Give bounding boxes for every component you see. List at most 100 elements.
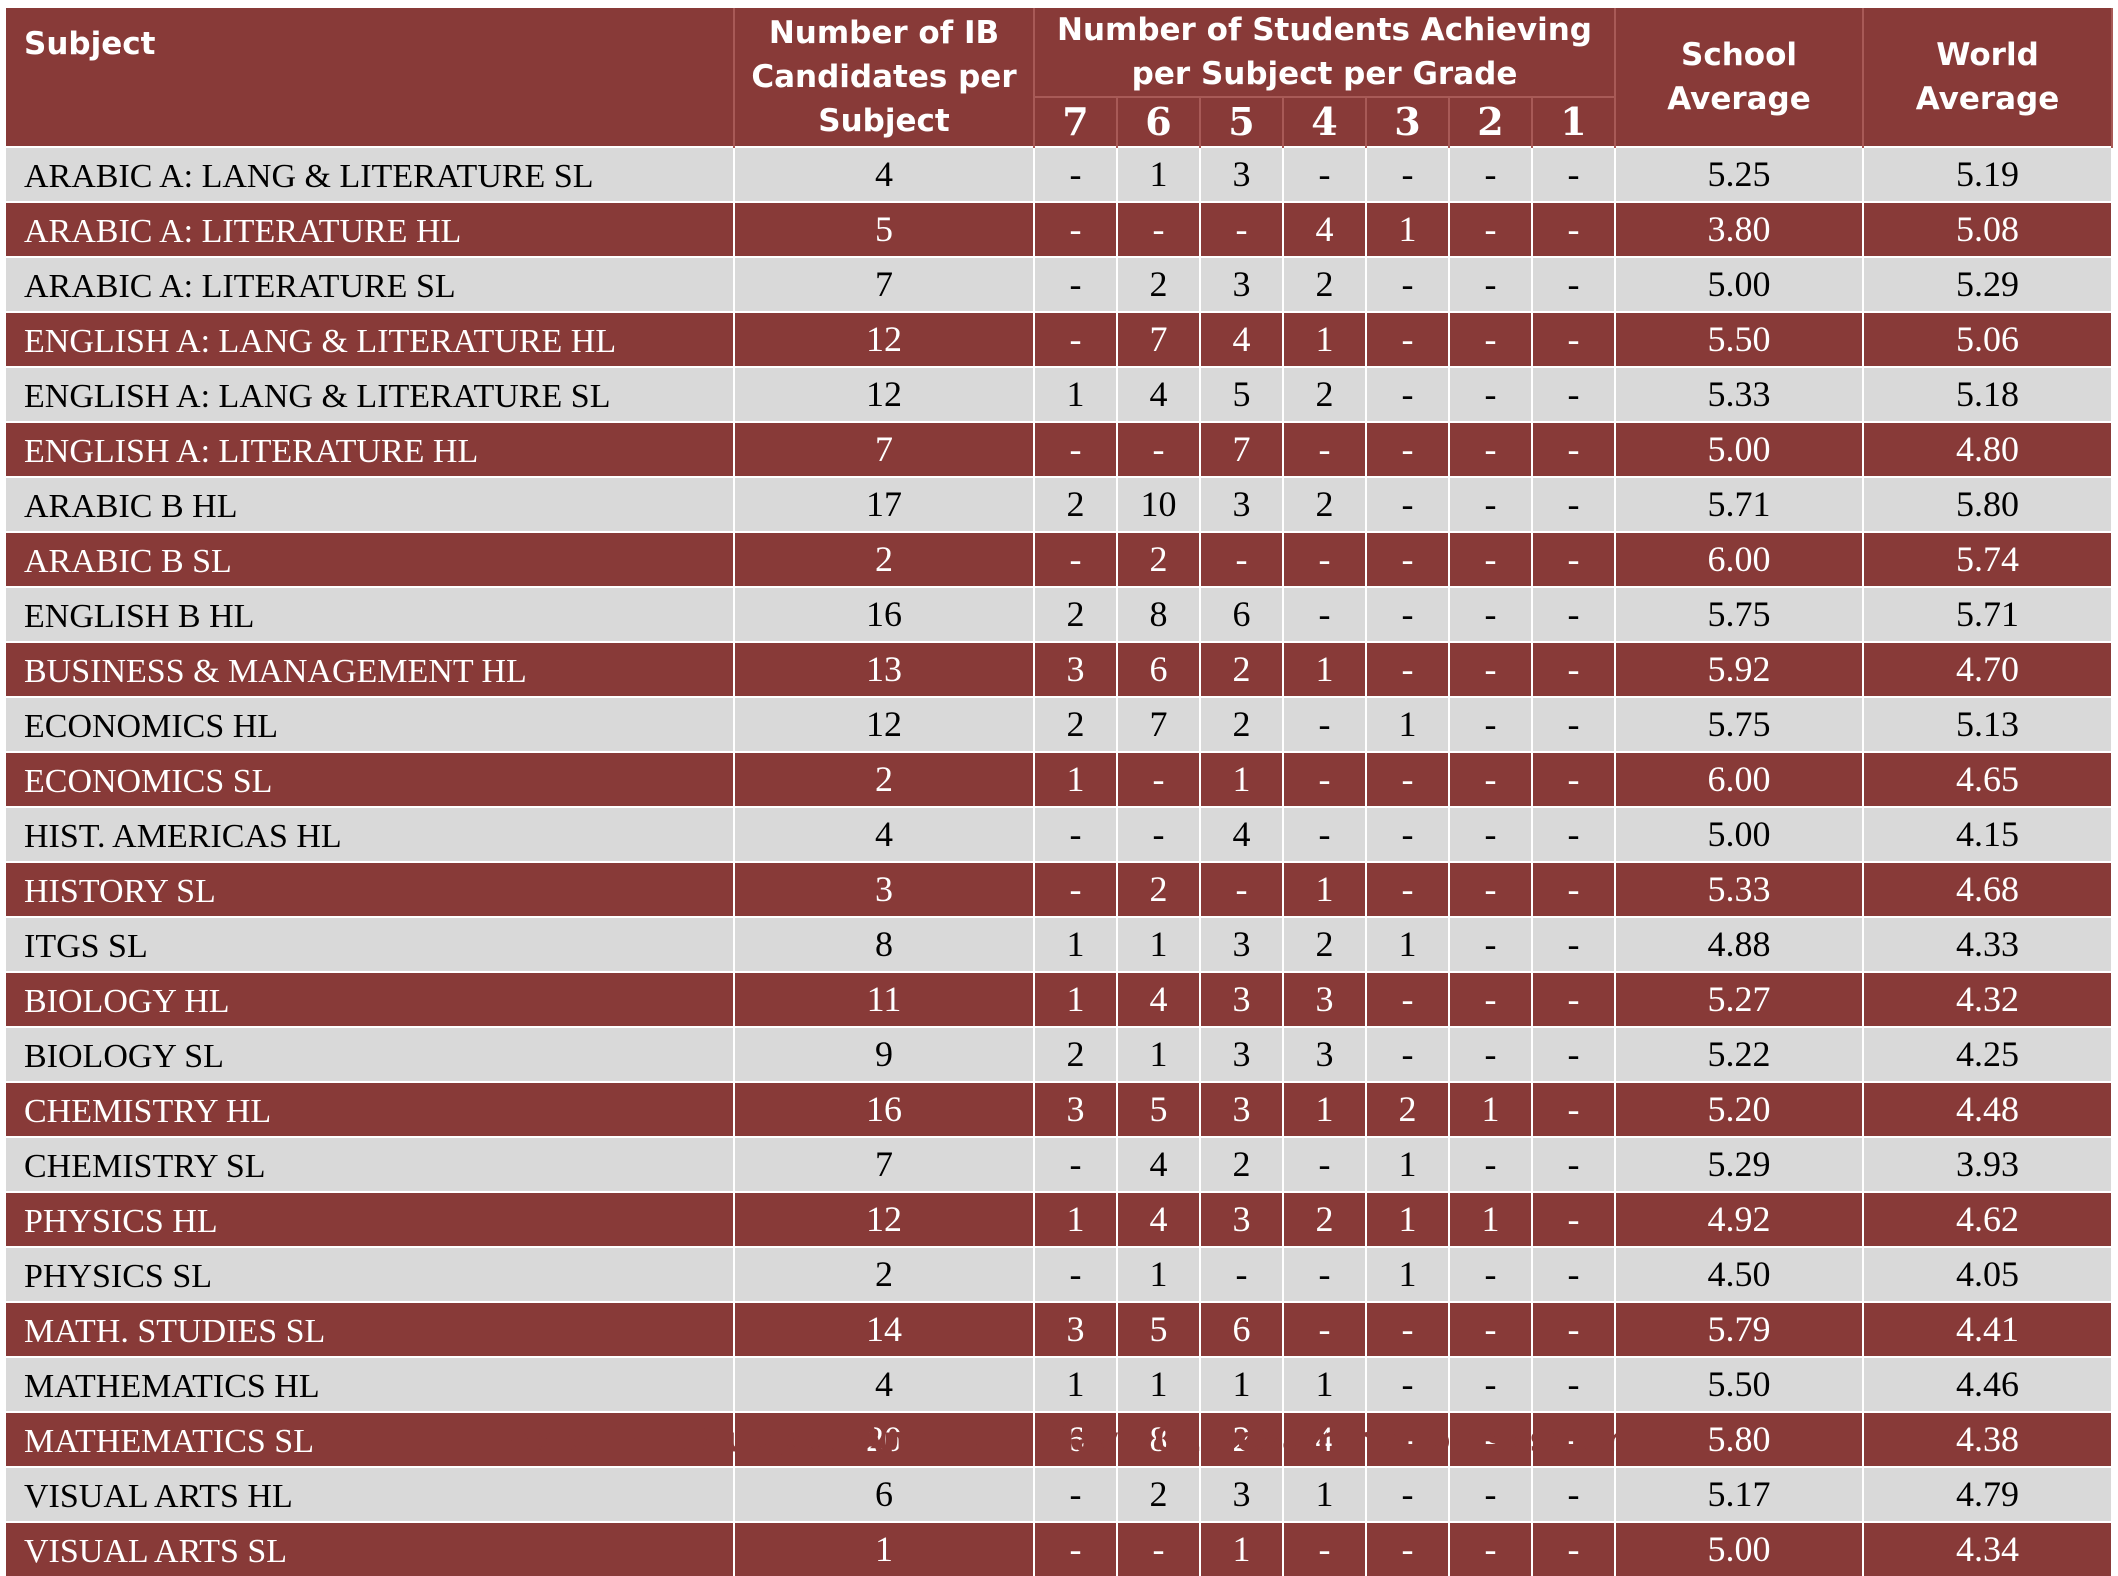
cell-grade-4: -: [1283, 751, 1367, 807]
header-school-average: School Average: [1615, 8, 1865, 147]
cell-school-average: 6.00: [1615, 531, 1865, 587]
cell-grade-6: 2: [1117, 1466, 1201, 1522]
cell-grade-7: -: [1034, 861, 1118, 917]
cell-grade-6: 10: [1117, 476, 1201, 532]
cell-grade-2: 1: [1449, 1191, 1533, 1247]
cell-world-average: 5.71: [1863, 586, 2114, 642]
cell-grade-4: 1: [1283, 861, 1367, 917]
cell-world-average: 4.33: [1863, 916, 2114, 972]
cell-grade-5: 2: [1200, 1136, 1284, 1192]
cell-grade-4: 1: [1283, 1356, 1367, 1412]
cell-school-average: 5.25: [1615, 146, 1865, 202]
cell-candidates: 4: [734, 806, 1035, 862]
cell-grade-7: -: [1034, 146, 1118, 202]
cell-school-average: 5.75: [1615, 696, 1865, 752]
header-candidates: Number of IB Candidates per Subject: [734, 8, 1035, 147]
cell-world-average: 4.32: [1863, 971, 2114, 1027]
cell-grade-3: -: [1366, 751, 1450, 807]
cell-candidates: 4: [734, 1356, 1035, 1412]
cell-grade-3: 1: [1366, 1136, 1450, 1192]
cell-candidates: 4: [734, 146, 1035, 202]
header-subject: Subject: [6, 8, 735, 147]
cell-world-average: 4.65: [1863, 751, 2114, 807]
cell-grade-6: 1: [1117, 146, 1201, 202]
cell-grade-4: -: [1283, 421, 1367, 477]
cell-world-average: 4.38: [1863, 1411, 2114, 1467]
cell-grade-7: 1: [1034, 366, 1118, 422]
cell-grade-6: -: [1117, 751, 1201, 807]
cell-candidates: 12: [734, 1191, 1035, 1247]
cell-school-average: 4.92: [1615, 1191, 1865, 1247]
subject-analysis-table-container: Subject Number of IB Candidates per Subj…: [6, 8, 2114, 1576]
cell-grade-5: 3: [1200, 146, 1284, 202]
cell-grade-1: -: [1532, 1136, 1617, 1192]
cell-candidates: 7: [734, 256, 1035, 312]
cell-grade-7: -: [1034, 421, 1118, 477]
cell-school-average: 5.00: [1615, 256, 1865, 312]
cell-grade-6: 8: [1117, 586, 1201, 642]
table-row: ARABIC A: LANG & LITERATURE SL 4-1 3- - - -5.…: [6, 146, 2114, 202]
cell-candidates: 11: [734, 971, 1035, 1027]
cell-grade-6: 2: [1117, 861, 1201, 917]
cell-grade-2: -: [1449, 971, 1533, 1027]
cell-grade-1: -: [1532, 696, 1617, 752]
cell-grade-4: 4: [1283, 201, 1367, 257]
cell-school-average: 5.27: [1615, 971, 1865, 1027]
cell-grade-4: 3: [1283, 971, 1367, 1027]
cell-subject: PHYSICS SL: [6, 1246, 735, 1302]
cell-grade-1: -: [1532, 861, 1617, 917]
cell-subject: MATHEMATICS HL: [6, 1356, 735, 1412]
table-body: ARABIC A: LANG & LITERATURE SL 4-1 3- - - -5.…: [6, 146, 2114, 1576]
cell-grade-6: 2: [1117, 256, 1201, 312]
cell-grade-5: -: [1200, 531, 1284, 587]
cell-candidates: 7: [734, 1136, 1035, 1192]
cell-grade-1: -: [1532, 531, 1617, 587]
cell-grade-6: 1: [1117, 1026, 1201, 1082]
cell-grade-5: 2: [1200, 641, 1284, 697]
header-grade-1: 1: [1532, 97, 1617, 147]
cell-school-average: 5.71: [1615, 476, 1865, 532]
cell-candidates: 2: [734, 751, 1035, 807]
cell-grade-5: 1: [1200, 1521, 1284, 1576]
cell-school-average: 5.17: [1615, 1466, 1865, 1522]
cell-grade-7: -: [1034, 531, 1118, 587]
cell-school-average: 5.20: [1615, 1081, 1865, 1137]
table-row: ENGLISH A: LANG & LITERATURE SL 12 1 4 5 2- - -…: [6, 366, 2114, 422]
cell-grade-6: 8: [1117, 1411, 1201, 1467]
header-world-average: World Average: [1863, 8, 2114, 147]
cell-subject: CHEMISTRY SL: [6, 1136, 735, 1192]
cell-grade-5: 3: [1200, 1466, 1284, 1522]
cell-grade-3: 1: [1366, 201, 1450, 257]
cell-candidates: 13: [734, 641, 1035, 697]
cell-candidates: 6: [734, 1466, 1035, 1522]
table-row: ARABIC A: LITERATURE SL 7-2 3 2- - -5.00 5.29: [6, 256, 2114, 312]
table-row: VISUAL ARTS SL 1- -1- - - -5.00 4.34: [6, 1521, 2114, 1576]
cell-grade-2: -: [1449, 1136, 1533, 1192]
cell-school-average: 5.22: [1615, 1026, 1865, 1082]
cell-subject: ARABIC B HL: [6, 476, 735, 532]
cell-grade-5: 4: [1200, 311, 1284, 367]
cell-subject: ARABIC B SL: [6, 531, 735, 587]
cell-world-average: 4.80: [1863, 421, 2114, 477]
cell-grade-5: 3: [1200, 916, 1284, 972]
cell-grade-7: 1: [1034, 916, 1118, 972]
cell-grade-5: 2: [1200, 696, 1284, 752]
cell-candidates: 9: [734, 1026, 1035, 1082]
cell-grade-6: -: [1117, 1521, 1201, 1576]
cell-grade-7: -: [1034, 1136, 1118, 1192]
cell-grade-1: -: [1532, 421, 1617, 477]
cell-candidates: 3: [734, 861, 1035, 917]
table-row: MATH. STUDIES SL 14 3 5 6- - - -5.79 4.41: [6, 1301, 2114, 1357]
cell-world-average: 5.08: [1863, 201, 2114, 257]
cell-school-average: 5.00: [1615, 421, 1865, 477]
table-row: PHYSICS SL 2-1- -1- -4.50 4.05: [6, 1246, 2114, 1302]
cell-candidates: 17: [734, 476, 1035, 532]
cell-grade-3: 1: [1366, 696, 1450, 752]
cell-grade-5: -: [1200, 201, 1284, 257]
cell-grade-4: 2: [1283, 256, 1367, 312]
cell-grade-6: 5: [1117, 1081, 1201, 1137]
cell-grade-3: 1: [1366, 1246, 1450, 1302]
cell-grade-5: 3: [1200, 1191, 1284, 1247]
cell-grade-6: 5: [1117, 1301, 1201, 1357]
cell-subject: ENGLISH B HL: [6, 586, 735, 642]
